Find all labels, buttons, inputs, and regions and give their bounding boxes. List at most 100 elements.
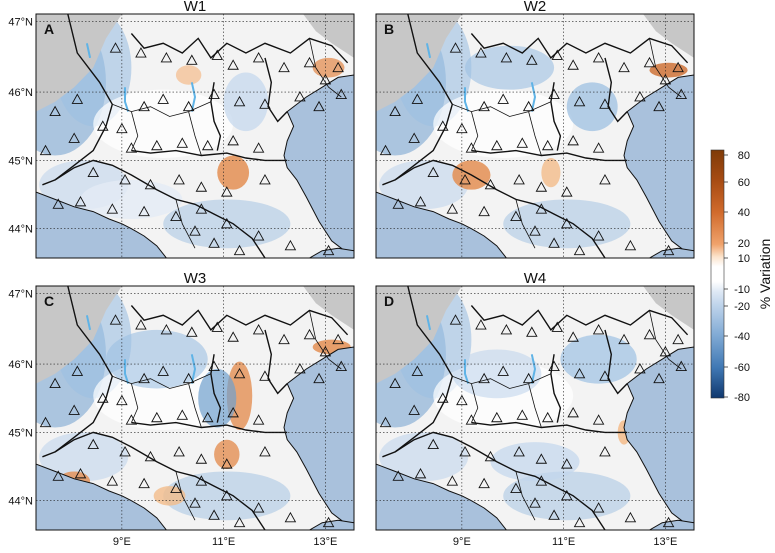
station-triangle-icon [211, 321, 224, 332]
station-triangle-icon [87, 166, 100, 178]
lake [124, 359, 130, 384]
region-border [471, 149, 628, 162]
station-triangle-icon [186, 54, 198, 65]
variation-patch [433, 89, 574, 158]
station-triangle-icon [456, 122, 468, 134]
lat-tick-label: 46°N [8, 359, 33, 371]
station-triangle-icon [446, 475, 459, 486]
station-triangle-icon [319, 345, 332, 357]
station-triangle-icon [592, 502, 605, 513]
station-triangle-icon [208, 360, 220, 371]
station-triangle-icon [97, 392, 109, 403]
station-triangle-icon [592, 323, 605, 335]
region-border [604, 329, 628, 395]
station-triangle-icon [427, 166, 440, 178]
station-triangle-icon [551, 49, 564, 60]
station-triangle-icon [97, 120, 109, 131]
lat-tick-label: 47°N [8, 288, 33, 300]
station-triangle-icon [414, 467, 427, 479]
station-triangle-icon [106, 475, 119, 486]
lake [85, 43, 92, 59]
station-triangle-icon [643, 328, 656, 340]
station-triangle-icon [39, 144, 52, 156]
sea-area [36, 463, 168, 530]
station-triangle-icon [233, 367, 246, 379]
station-triangle-icon [573, 367, 586, 379]
province-border [175, 199, 196, 249]
station-triangle-icon [592, 51, 605, 63]
variation-patch [39, 432, 129, 482]
station-triangle-icon [151, 139, 163, 151]
station-triangle-icon [252, 414, 265, 425]
colorbar-tick-label: 10 [738, 253, 750, 265]
variation-patch [93, 89, 234, 158]
station-triangle-icon [125, 414, 138, 425]
panel-frame [375, 13, 695, 259]
region-border [550, 82, 562, 151]
variation-patch [379, 432, 469, 482]
variation-patch [163, 471, 291, 521]
lake [190, 354, 197, 384]
alps-relief [36, 14, 122, 112]
station-triangle-icon [449, 42, 462, 53]
colorbar-tick-label: 20 [738, 238, 750, 250]
station-triangle-icon [39, 416, 52, 428]
colorbar-tick-label: -10 [734, 284, 750, 296]
station-triangle-icon [74, 195, 87, 207]
map-panel-w4: D W4 [375, 270, 695, 531]
station-triangle-icon [68, 132, 80, 143]
colorbar-tick-label: -80 [734, 392, 750, 404]
station-triangle-icon [49, 105, 61, 117]
region-border [130, 305, 349, 336]
station-triangle-icon [491, 411, 503, 423]
station-triangle-icon [427, 438, 440, 450]
station-triangle-icon [484, 450, 497, 462]
panel-title: W2 [524, 0, 547, 15]
station-triangle-icon [522, 100, 535, 112]
station-triangle-icon [68, 404, 80, 415]
station-triangle-icon [456, 394, 468, 406]
station-triangle-icon [599, 370, 611, 381]
station-triangle-icon [322, 244, 335, 256]
lake [85, 315, 92, 331]
station-triangle-icon [259, 173, 271, 185]
station-triangle-icon [675, 88, 688, 99]
station-triangle-icon [662, 244, 675, 256]
station-triangle-icon [548, 509, 560, 520]
station-triangle-icon [119, 173, 131, 185]
province-border [175, 471, 196, 521]
lat-tick-label: 44°N [8, 496, 33, 508]
region-border [131, 149, 288, 162]
station-triangle-icon [484, 178, 497, 190]
sea-area [308, 519, 354, 530]
station-triangle-icon [672, 333, 684, 345]
region-border [130, 33, 349, 64]
province-border [188, 111, 202, 156]
map-panel-w1: A W1 [35, 0, 355, 259]
station-triangle-icon [160, 323, 173, 335]
station-triangle-icon [522, 372, 535, 384]
map-panels: A W1 B W2 C W3 D W4 [35, 0, 695, 531]
station-triangle-icon [189, 497, 201, 508]
station-triangle-icon [322, 516, 335, 528]
station-triangle-icon [173, 445, 185, 457]
variation-patch [566, 82, 618, 132]
station-triangle-icon [52, 198, 65, 209]
region-border [550, 354, 562, 423]
station-triangle-icon [437, 120, 449, 131]
station-triangle-icon [52, 470, 65, 481]
station-triangle-icon [233, 244, 246, 256]
variation-patch [175, 65, 202, 85]
station-triangle-icon [659, 73, 672, 85]
station-triangle-icon [125, 142, 138, 153]
province-border [131, 383, 139, 423]
station-triangle-icon [195, 453, 208, 464]
alps-relief [303, 14, 354, 58]
station-triangle-icon [491, 139, 503, 151]
variation-patch [153, 486, 186, 506]
lake [530, 354, 537, 384]
colorbar-scale [710, 149, 725, 399]
station-triangle-icon [408, 404, 420, 415]
station-triangle-icon [567, 331, 579, 342]
station-triangle-icon [135, 47, 147, 58]
